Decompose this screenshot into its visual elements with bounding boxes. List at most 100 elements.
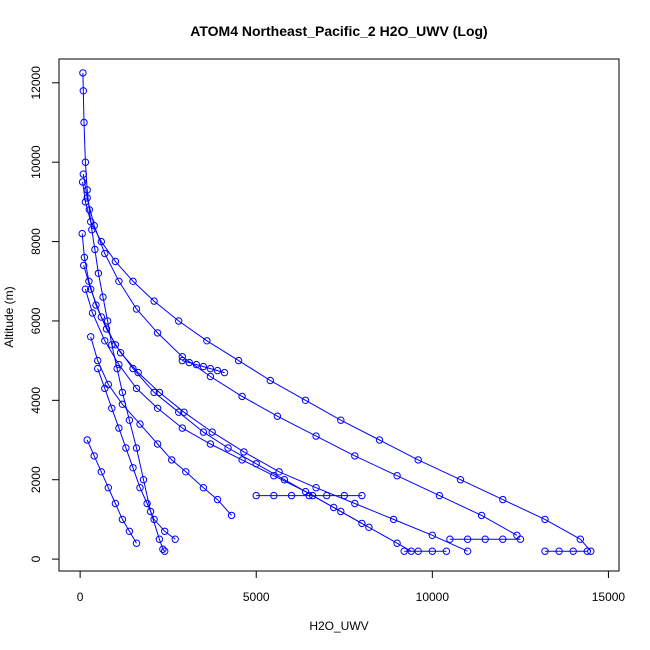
data-point [153,440,162,448]
data-point [224,444,232,452]
data-point [365,523,373,531]
data-point [389,515,398,524]
data-point [97,468,106,476]
series-line [84,289,363,524]
data-point [569,547,577,555]
data-point [393,539,401,547]
data-point [477,511,486,520]
data-point [499,495,507,504]
axes: 0 5000 10000 15000 0 2000 4000 6000 8000 10000 120… [29,66,625,604]
data-point [541,515,549,524]
x-tick-label: 10000 [416,590,450,604]
data-point [94,269,103,277]
data-point [132,444,141,452]
data-point [94,356,102,365]
data-point [113,364,121,373]
chart-marks [78,69,595,555]
data-point [90,222,98,230]
y-tick-label: 6000 [29,307,43,334]
data-point [83,194,91,202]
y-axis-label: Altitude (m) [2,286,16,347]
data-point [337,416,345,424]
data-point [161,527,169,535]
data-point [134,368,142,377]
data-point [132,539,141,547]
data-point [175,408,183,416]
series-line [83,265,412,552]
data-point [312,484,320,492]
data-point [351,499,359,508]
data-point [238,456,246,464]
data-point [155,388,164,397]
data-point [111,499,120,508]
data-point [178,424,187,432]
series-line [182,360,225,374]
data-point [81,285,90,293]
data-point [428,531,436,539]
data-point [499,535,507,543]
data-point [220,368,229,377]
data-point [79,87,88,95]
data-point [125,527,134,535]
data-point [199,428,208,436]
data-point [94,364,102,373]
data-point [111,341,120,349]
data-point [270,472,278,480]
data-point [178,353,187,361]
data-point [83,436,91,444]
data-point [323,491,331,500]
data-point [358,491,366,500]
x-tick-label: 0 [77,590,84,604]
data-point [238,392,246,401]
data-point [175,317,183,325]
data-point [155,535,164,543]
data-point [159,545,167,553]
data-point [108,404,116,412]
data-point [178,356,187,365]
data-point [516,535,525,543]
data-point [555,547,563,555]
data-point [168,456,176,464]
data-point [150,515,158,524]
data-point [213,495,222,504]
data-point [125,416,134,424]
data-point [118,388,127,397]
data-point [240,448,248,456]
data-point [234,356,243,365]
data-point [116,349,125,357]
data-point [132,305,141,313]
data-point [340,491,348,500]
data-point [442,547,451,555]
data-point [91,245,99,254]
data-point [414,456,422,464]
data-point [583,547,591,555]
data-point [99,293,107,301]
data-point [206,372,215,381]
data-point [115,360,123,369]
y-tick-label: 2000 [29,466,43,493]
data-point [139,476,148,484]
data-point [185,358,194,367]
data-point [115,277,123,285]
data-point [102,325,111,333]
series-line [97,368,176,540]
data-point [358,519,366,528]
data-point [199,484,208,492]
data-point [118,515,127,524]
series-line [81,233,468,552]
data-point [227,511,236,520]
data-point [161,547,169,555]
data-point [150,388,158,397]
data-point [213,366,222,375]
data-point [446,535,454,543]
data-point [78,178,87,186]
data-point [171,535,179,543]
data-point [351,452,359,460]
y-tick-label: 8000 [29,228,43,255]
data-point [330,503,338,512]
data-point [79,170,88,178]
data-point [101,337,109,345]
data-point [97,313,106,321]
data-point [101,384,109,393]
data-point [132,384,141,393]
